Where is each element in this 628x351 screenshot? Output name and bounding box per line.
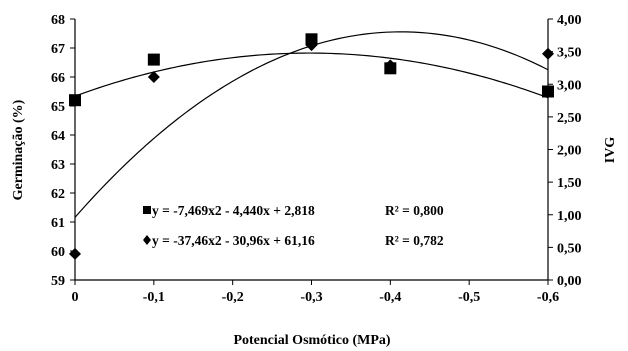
- x-tick-label: -0,5: [458, 290, 480, 305]
- x-tick-label: -0,3: [300, 290, 322, 305]
- diamond-data-point: [305, 39, 318, 52]
- square-data-point: [147, 53, 160, 66]
- legend-diamond-marker: [143, 235, 151, 245]
- r2-diamond: R² = 0,782: [385, 233, 444, 248]
- x-axis-title: Potencial Osmótico (MPa): [233, 333, 390, 348]
- y-right-tick-label: 2,00: [557, 144, 582, 159]
- data-points: [69, 33, 554, 260]
- y-left-tick-label: 66: [51, 71, 65, 86]
- r2-square: R² = 0,800: [385, 203, 444, 218]
- y-right-tick-label: 4,00: [557, 13, 582, 28]
- y-left-tick-label: 68: [51, 13, 65, 28]
- square-data-point: [542, 85, 554, 98]
- y-left-tick-label: 59: [51, 274, 65, 289]
- trend-curves: [74, 31, 549, 218]
- y-left-tick-label: 61: [51, 216, 65, 231]
- x-tick-label: -0,6: [537, 290, 559, 305]
- y-right-tick-label: 0,50: [557, 241, 582, 256]
- y-right-tick-label: 3,50: [557, 46, 582, 61]
- diamond-data-point: [384, 59, 397, 72]
- y-right-tick-label: 1,50: [557, 176, 582, 191]
- equation-square: y = -7,469x2 - 4,440x + 2,818: [152, 203, 315, 218]
- y-left-tick-label: 64: [51, 129, 65, 144]
- y-right-tick-label: 0,00: [557, 274, 582, 289]
- diamond-data-point: [69, 247, 81, 260]
- ticks: 0 -0,1 -0,2 -0,3 -0,4 -0,5 -0,6 59 60 61 62 63 64 65 6…: [51, 13, 582, 305]
- equation-diamond: y = -37,46x2 - 30,96x + 61,16: [152, 233, 315, 248]
- diamond-data-point: [147, 71, 160, 83]
- legend-square-marker: [143, 206, 151, 214]
- y-left-tick-label: 60: [51, 245, 65, 260]
- y-right-tick-label: 2,50: [557, 111, 582, 126]
- y-left-tick-label: 67: [51, 42, 65, 57]
- y-left-tick-label: 65: [51, 100, 65, 115]
- y-left-tick-label: 62: [51, 187, 65, 202]
- y-right-tick-label: 1,00: [557, 209, 582, 224]
- y-axis-left-title: Germinação (%): [11, 99, 26, 200]
- x-tick-label: -0,1: [143, 290, 165, 305]
- trend-curve-diamond: [74, 31, 549, 218]
- y-right-tick-label: 3,00: [557, 78, 582, 93]
- square-data-point: [69, 94, 81, 107]
- x-tick-label: -0,4: [379, 290, 401, 305]
- y-left-tick-label: 63: [51, 158, 65, 173]
- legend: y = -7,469x2 - 4,440x + 2,818 R² = 0,800…: [143, 203, 444, 248]
- x-tick-label: -0,2: [222, 290, 244, 305]
- trend-curve-square: [74, 52, 549, 99]
- x-tick-label: 0: [72, 290, 79, 305]
- y-axis-right-title: IVG: [603, 137, 618, 164]
- diamond-data-point: [542, 47, 554, 60]
